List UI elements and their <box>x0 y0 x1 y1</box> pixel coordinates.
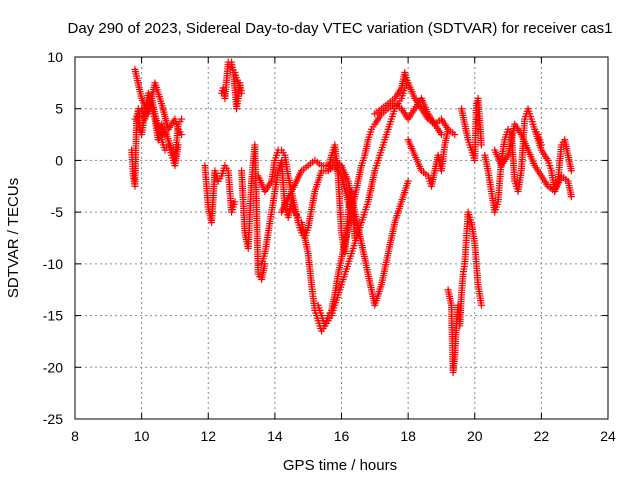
x-axis-label: GPS time / hours <box>283 457 397 474</box>
x-tick-label: 18 <box>400 428 416 444</box>
y-tick-label: 5 <box>55 101 63 117</box>
chart-title: Day 290 of 2023, Sidereal Day-to-day VTE… <box>68 20 613 37</box>
y-tick-label: 0 <box>55 152 63 168</box>
axis-ticks <box>74 56 609 420</box>
x-tick-label: 24 <box>600 428 616 444</box>
data-point <box>567 193 575 201</box>
y-tick-label: -15 <box>43 308 63 324</box>
x-tick-labels: 8 10 12 14 16 18 20 22 24 <box>71 428 616 444</box>
x-tick-label: 22 <box>534 428 550 444</box>
data-point <box>178 115 186 123</box>
data-point <box>444 125 452 133</box>
data-point <box>238 89 246 97</box>
x-tick-label: 14 <box>267 428 283 444</box>
y-tick-label: -25 <box>43 411 63 427</box>
y-tick-label: -20 <box>43 359 63 375</box>
data-point <box>351 234 359 242</box>
data-points <box>128 58 575 376</box>
y-tick-label: -5 <box>51 204 64 220</box>
data-point <box>451 131 459 139</box>
x-tick-label: 10 <box>134 428 150 444</box>
x-tick-label: 12 <box>200 428 216 444</box>
y-tick-labels: 10 5 0 -5 -10 -15 -20 -25 <box>43 49 63 427</box>
x-tick-label: 16 <box>334 428 350 444</box>
data-point <box>294 213 302 221</box>
y-axis-label: SDTVAR / TECUs <box>5 178 22 298</box>
x-tick-label: 8 <box>71 428 79 444</box>
data-point <box>477 301 485 309</box>
data-point <box>404 177 412 185</box>
data-point <box>477 141 485 149</box>
x-tick-label: 20 <box>467 428 483 444</box>
y-tick-label: -10 <box>43 256 63 272</box>
data-point <box>567 167 575 175</box>
y-tick-label: 10 <box>47 49 63 65</box>
data-point <box>437 131 445 139</box>
data-point <box>231 198 239 206</box>
data-point <box>178 131 186 139</box>
